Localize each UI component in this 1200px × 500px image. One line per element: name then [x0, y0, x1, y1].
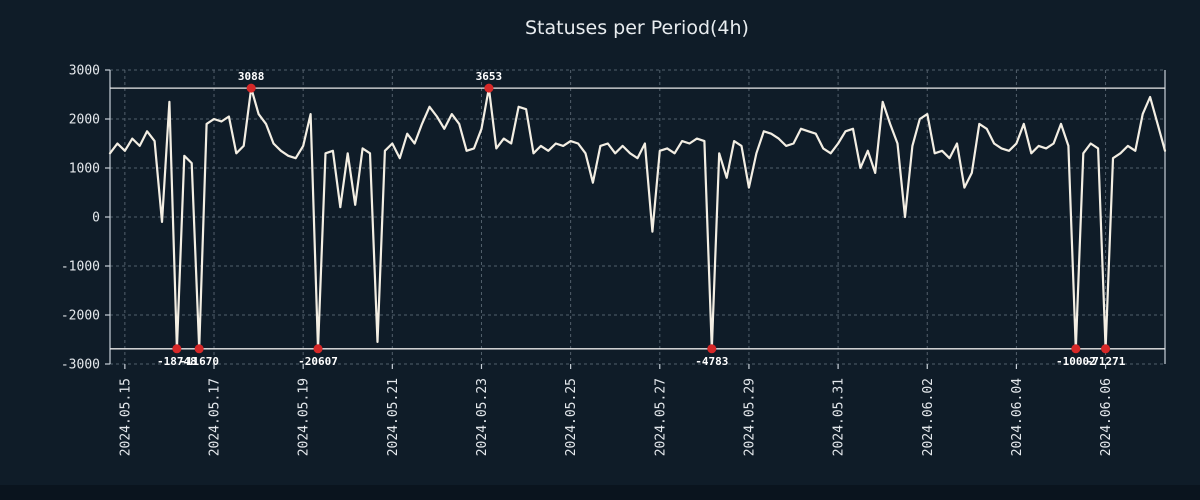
x-tick-label: 2024.06.02	[921, 378, 936, 456]
extreme-marker	[172, 344, 182, 354]
x-tick-label: 2024.06.04	[1010, 378, 1025, 456]
y-tick-label: 0	[92, 211, 100, 226]
extreme-value-label: -4783	[695, 355, 728, 368]
x-tick-label: 2024.05.23	[475, 378, 490, 456]
clip-lines	[110, 87, 1165, 350]
x-tick-label: 2024.05.17	[208, 378, 223, 456]
y-tick-label: 1000	[69, 162, 100, 177]
axis-spines	[105, 69, 1166, 369]
extreme-marker	[1101, 344, 1111, 354]
y-tick-labels: 3000 2000 1000 0 -1000 -2000 -3000	[61, 64, 100, 373]
grid-lines	[110, 69, 1165, 365]
y-tick-label: -2000	[61, 309, 100, 324]
extreme-value-label: -10002	[1056, 355, 1096, 368]
series-line	[108, 86, 1167, 350]
extreme-marker	[707, 344, 717, 354]
y-tick-label: -1000	[61, 260, 100, 275]
extreme-markers: -18748-11670 3088 -20607 3653 -4783 -10002-71…	[157, 70, 1126, 368]
y-tick-label: 3000	[69, 64, 100, 79]
extreme-marker	[246, 83, 256, 93]
x-tick-label: 2024.05.31	[832, 378, 847, 456]
extreme-marker	[194, 344, 204, 354]
x-tick-label: 2024.05.19	[297, 378, 312, 456]
extreme-value-label: -20607	[298, 355, 338, 368]
extreme-marker	[313, 344, 323, 354]
x-tick-label: 2024.05.25	[564, 378, 579, 456]
y-tick-label: 2000	[69, 113, 100, 128]
extreme-value-label: -18748	[157, 355, 197, 368]
x-tick-label: 2024.06.06	[1099, 378, 1114, 456]
x-tick-labels: 2024.05.15 2024.05.17 2024.05.19 2024.05.21…	[118, 378, 1114, 456]
extreme-value-label: 3653	[476, 70, 503, 83]
extreme-value-label: -11670	[179, 355, 219, 368]
x-tick-label: 2024.05.15	[118, 378, 133, 456]
extreme-value-label: 3088	[238, 70, 265, 83]
x-tick-label: 2024.05.27	[653, 378, 668, 456]
extreme-marker	[484, 83, 494, 93]
extreme-value-label: -71271	[1086, 355, 1126, 368]
bottom-bar	[0, 485, 1200, 500]
extreme-marker	[1071, 344, 1081, 354]
chart-title: Statuses per Period(4h)	[525, 17, 749, 39]
x-tick-label: 2024.05.29	[742, 378, 757, 456]
x-tick-label: 2024.05.21	[386, 378, 401, 456]
y-tick-label: -3000	[61, 358, 100, 373]
